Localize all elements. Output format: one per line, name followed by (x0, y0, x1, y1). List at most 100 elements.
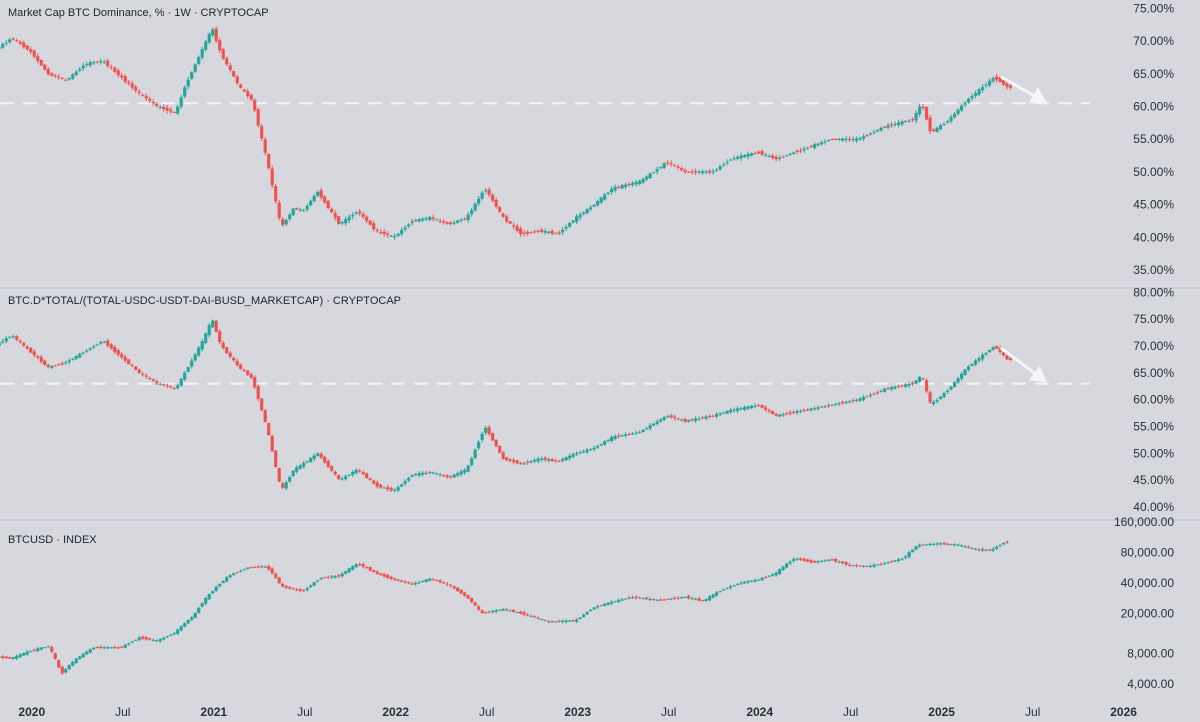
candle-up (22, 652, 26, 656)
candle-body (53, 75, 57, 77)
candle-body (8, 336, 12, 338)
candle-body (442, 582, 446, 584)
candle-body (29, 347, 33, 353)
x-tick-label: 2023 (564, 705, 591, 719)
candle-body (183, 372, 187, 380)
candle-body (169, 386, 173, 388)
candle-down (337, 215, 341, 225)
candle-body (568, 455, 572, 459)
candle-up (81, 62, 85, 71)
candle-body (879, 127, 883, 131)
candle-body (515, 226, 519, 231)
candle-down (701, 599, 705, 602)
candle-body (896, 385, 901, 387)
candle-body (715, 414, 719, 417)
candle-down (491, 193, 495, 203)
pane-btc-dominance[interactable]: Market Cap BTC Dominance, % · 1W · CRYPT… (0, 2, 1174, 277)
candle-up (39, 647, 43, 651)
candle-body (452, 474, 456, 478)
candle-body (963, 546, 967, 548)
candle-body (22, 42, 26, 48)
candle-body (4, 42, 8, 44)
candle-down (239, 363, 243, 370)
candle-up (680, 418, 684, 422)
candle-down (113, 645, 117, 650)
candle-body (841, 561, 845, 564)
pane-btc-dominance-ex-stables[interactable]: BTC.D*TOTAL/(TOTAL-USDC-USDT-DAI-BUSD_MA… (0, 285, 1174, 514)
candle-up (603, 193, 607, 201)
candle-up (515, 611, 519, 613)
candle-up (809, 407, 813, 412)
candle-down (148, 637, 152, 641)
candle-body (659, 419, 663, 422)
candle-body (980, 548, 985, 551)
candle-body (802, 409, 806, 411)
candle-up (288, 475, 292, 483)
candle-body (57, 660, 61, 668)
candle-body (50, 366, 54, 368)
candle-body (410, 583, 414, 585)
candle-up (746, 579, 750, 585)
candle-body (295, 589, 299, 591)
candle-body (875, 129, 880, 132)
candle-body (1008, 85, 1013, 88)
candle-down (323, 455, 327, 464)
candle-body (676, 418, 680, 420)
candle-down (214, 320, 218, 333)
candle-down (680, 166, 684, 172)
candle-down (32, 349, 36, 358)
candle-body (809, 408, 813, 411)
candle-down (253, 98, 257, 113)
candle-down (459, 589, 463, 594)
candle-down (368, 219, 372, 226)
candle-up (648, 422, 652, 431)
candle-body (92, 647, 96, 650)
candle-up (896, 119, 901, 128)
candle-up (123, 644, 127, 649)
candle-body (795, 151, 799, 153)
candle-body (564, 457, 568, 461)
candle-up (225, 576, 229, 583)
candle-body (984, 549, 988, 551)
candle-body (235, 76, 239, 84)
candle-up (193, 63, 197, 73)
candle-body (669, 598, 673, 600)
candle-up (172, 632, 176, 636)
candle-down (130, 363, 134, 368)
candle-body (183, 87, 187, 97)
candle-body (575, 453, 579, 455)
candle-body (725, 162, 729, 164)
candle-up (683, 596, 687, 599)
candle-up (704, 598, 708, 602)
candle-down (386, 230, 390, 238)
candle-up (711, 593, 715, 599)
candle-body (592, 447, 596, 450)
candle-body (564, 620, 568, 623)
pane-btcusd[interactable]: BTCUSD · INDEX 160,000.0080,000.0040,000… (0, 515, 1174, 691)
candle-body (820, 142, 824, 145)
candle-up (582, 449, 586, 454)
candle-body (753, 579, 757, 582)
candle-body (582, 451, 586, 453)
candle-down (361, 562, 365, 569)
candle-down (813, 560, 817, 563)
candle-down (480, 609, 484, 615)
candle-up (536, 456, 540, 464)
candle-body (641, 598, 645, 600)
candle-body (372, 570, 376, 572)
candle-down (15, 38, 19, 43)
candle-down (519, 610, 523, 615)
candle-up (977, 87, 981, 97)
candle-up (207, 32, 211, 44)
candle-down (365, 472, 369, 479)
candle-body (351, 472, 355, 475)
time-axis[interactable]: 2020 Jul 2021 Jul 2022 Jul 2023 Jul 2024 Jul 2025 J… (18, 705, 1137, 719)
candle-body (592, 607, 596, 610)
candle-up (351, 212, 355, 220)
candle-body (823, 560, 827, 562)
candle-body (382, 487, 386, 489)
candle-up (638, 430, 642, 434)
candle-up (151, 638, 155, 642)
candle-up (837, 137, 841, 142)
